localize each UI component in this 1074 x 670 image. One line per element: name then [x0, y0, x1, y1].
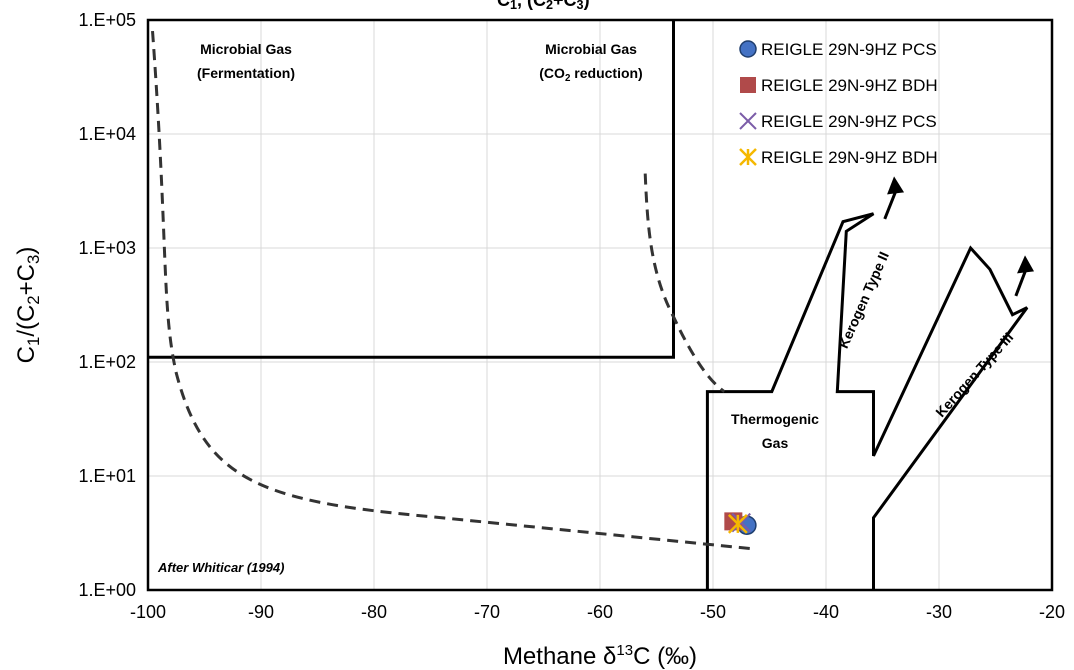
data-point-series-4 — [727, 514, 748, 534]
thermogenic-label-line2: Gas — [762, 435, 789, 451]
microbial-fermentation-label-line2: (Fermentation) — [197, 65, 295, 81]
chart-title: C1, (C2+C3) — [497, 0, 590, 12]
x-tick-label: -50 — [700, 602, 726, 622]
x-tick-label: -100 — [130, 602, 166, 622]
microbial-gas-boundary — [148, 20, 675, 359]
y-axis-ticks: 1.E+00 1.E+01 1.E+02 1.E+03 1.E+04 1.E+05 — [78, 10, 136, 600]
gridlines — [147, 19, 1053, 591]
fermentation-dashed-curve — [151, 30, 753, 551]
kerogen-type-iii-label: Kerogen Type III — [932, 329, 1016, 420]
legend: REIGLE 29N-9HZ PCS REIGLE 29N-9HZ BDH REIG… — [739, 40, 938, 167]
x-tick-label: -90 — [248, 602, 274, 622]
legend-label-2: REIGLE 29N-9HZ BDH — [761, 76, 938, 95]
y-axis-title: C1/(C2+C3) — [13, 247, 43, 364]
legend-marker-4 — [739, 148, 757, 166]
y-tick-label: 1.E+02 — [78, 352, 136, 372]
x-axis-ticks: -100 -90 -80 -70 -60 -50 -40 -30 -20 — [130, 602, 1065, 622]
x-tick-label: -20 — [1039, 602, 1065, 622]
data-point-series-3-stroke-b — [731, 512, 751, 533]
legend-label-4: REIGLE 29N-9HZ BDH — [761, 148, 938, 167]
x-tick-label: -60 — [587, 602, 613, 622]
y-tick-label: 1.E+05 — [78, 10, 136, 30]
y-tick-label: 1.E+03 — [78, 238, 136, 258]
kerogen-ii-arrow-shaft — [883, 189, 898, 220]
data-points — [724, 512, 757, 535]
co2-reduction-dashed-curve — [643, 173, 726, 393]
x-tick-label: -30 — [926, 602, 952, 622]
kerogen-ii-arrow-head — [887, 176, 905, 195]
legend-marker-2 — [740, 77, 756, 93]
y-tick-label: 1.E+00 — [78, 580, 136, 600]
y-tick-label: 1.E+01 — [78, 466, 136, 486]
thermogenic-kerogen-boundary — [705, 212, 1029, 590]
x-tick-label: -70 — [474, 602, 500, 622]
plot-area-border — [146, 18, 1054, 592]
legend-marker-1 — [739, 40, 757, 58]
x-tick-label: -40 — [813, 602, 839, 622]
kerogen-iii-arrow-shaft — [1014, 268, 1028, 297]
legend-label-1: REIGLE 29N-9HZ PCS — [761, 40, 937, 59]
microbial-co2-label-line1: Microbial Gas — [545, 41, 637, 57]
legend-marker-3 — [739, 112, 757, 130]
legend-marker-3-stroke-b — [739, 112, 757, 130]
legend-label-3: REIGLE 29N-9HZ PCS — [761, 112, 937, 131]
x-tick-label: -80 — [361, 602, 387, 622]
x-axis-title: Methane δ13C (‰) — [503, 642, 697, 670]
citation-label: After Whiticar (1994) — [157, 560, 284, 575]
y-tick-label: 1.E+04 — [78, 124, 136, 144]
data-point-series-3 — [731, 512, 751, 533]
thermogenic-label-line1: Thermogenic — [731, 411, 819, 427]
genetic-field-boundaries — [148, 20, 1035, 590]
microbial-fermentation-label-line1: Microbial Gas — [200, 41, 292, 57]
microbial-co2-label-line2: (CO2 reduction) — [539, 65, 642, 84]
kerogen-iii-arrow-head — [1017, 255, 1035, 274]
